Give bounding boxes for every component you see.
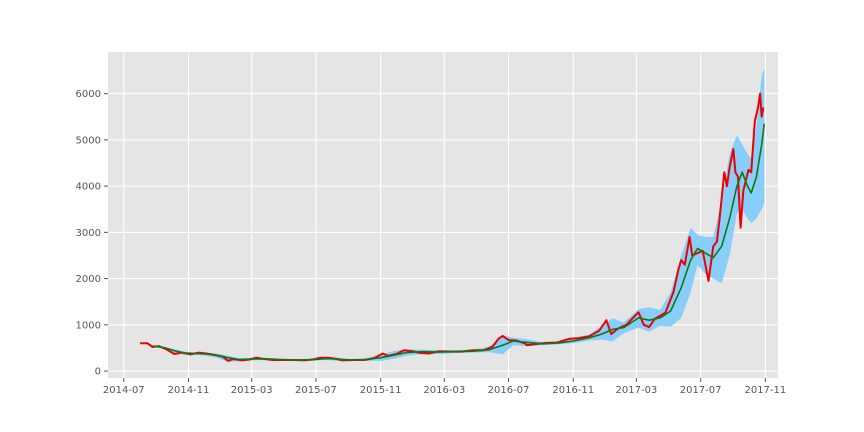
y-tick-label: 4000 — [76, 182, 101, 193]
x-tick-label: 2016-11 — [552, 385, 594, 396]
y-tick-label: 0 — [95, 367, 101, 378]
x-tick-label: 2016-03 — [423, 385, 465, 396]
plot-background — [108, 52, 778, 378]
y-tick-label: 2000 — [76, 274, 101, 285]
x-tick-label: 2014-07 — [103, 385, 145, 396]
x-tick-label: 2015-11 — [360, 385, 402, 396]
y-tick-label: 5000 — [76, 135, 101, 146]
moving-average-line — [152, 123, 766, 361]
y-tick-label: 3000 — [76, 228, 101, 239]
x-tick-label: 2014-11 — [168, 385, 210, 396]
x-tick-label: 2015-03 — [231, 385, 273, 396]
x-tick-label: 2017-07 — [680, 385, 722, 396]
y-tick-label: 1000 — [76, 320, 101, 331]
x-tick-label: 2015-07 — [295, 385, 337, 396]
y-tick-label: 6000 — [76, 89, 101, 100]
x-tick-label: 2017-03 — [616, 385, 658, 396]
y-axis: 0 1000 2000 3000 4000 5000 6000 — [76, 89, 108, 378]
x-axis: 2014-07 2014-11 2015-03 2015-07 2015-11 2016-… — [103, 378, 786, 396]
moving-average-layer — [152, 123, 766, 361]
x-tick-label: 2017-11 — [744, 385, 786, 396]
x-tick-label: 2016-07 — [488, 385, 530, 396]
